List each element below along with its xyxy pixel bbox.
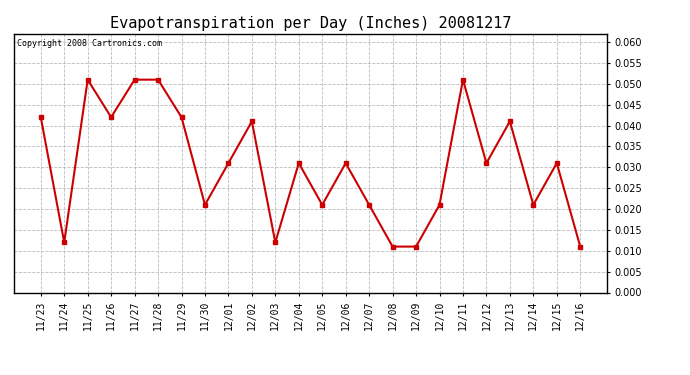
Title: Evapotranspiration per Day (Inches) 20081217: Evapotranspiration per Day (Inches) 2008… [110, 16, 511, 31]
Text: Copyright 2008 Cartronics.com: Copyright 2008 Cartronics.com [17, 39, 161, 48]
